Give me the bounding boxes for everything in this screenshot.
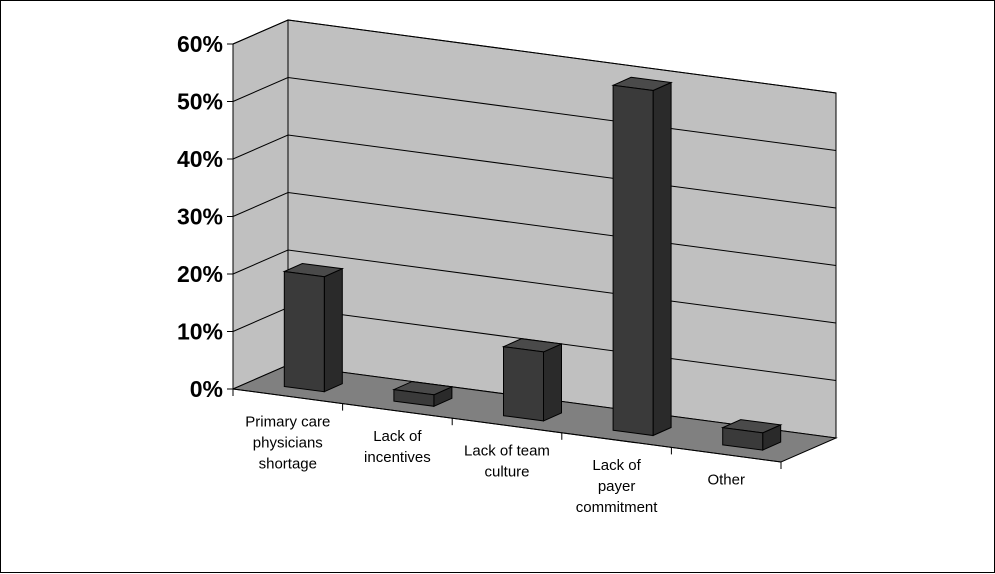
x-axis-ticks: Primary care physicians shortage Lack of inc…: [245, 413, 745, 516]
bar: [501, 338, 564, 422]
bar: [720, 419, 783, 451]
x-tick-label: shortage: [259, 455, 317, 472]
bars: [282, 76, 783, 451]
y-tick-label: 0%: [190, 376, 223, 402]
x-tick-label: Lack of: [373, 428, 422, 445]
x-tick-label: Lack of team: [464, 443, 550, 460]
y-tick-label: 40%: [177, 146, 223, 172]
y-tick-label: 20%: [177, 261, 223, 287]
bar-side: [652, 81, 672, 437]
y-tick-label: 60%: [177, 31, 223, 57]
bar-front: [722, 427, 764, 451]
x-tick-label: physicians: [253, 434, 323, 451]
bar-front: [393, 389, 435, 407]
bar-front: [283, 270, 325, 393]
x-tick-label: payer: [598, 478, 636, 495]
gridline: [232, 19, 837, 94]
bar-side: [323, 267, 343, 393]
y-tick-label: 30%: [177, 204, 223, 230]
x-tick-label: commitment: [576, 499, 659, 516]
bar-side: [543, 343, 562, 422]
axes: [227, 43, 782, 469]
x-tick-label: incentives: [364, 449, 431, 466]
bar: [282, 262, 345, 393]
x-tick-label: Primary care: [245, 413, 330, 430]
bar-front: [503, 346, 544, 422]
y-tick-label: 10%: [177, 319, 223, 345]
bar-front: [612, 84, 654, 437]
y-tick-label: 50%: [177, 89, 223, 115]
bar: [392, 381, 454, 408]
x-tick-label: culture: [484, 464, 529, 481]
y-axis-ticks: 0% 10% 20% 30% 40% 50% 60%: [177, 31, 223, 402]
bar: [611, 76, 673, 437]
x-tick-label: Lack of: [592, 457, 641, 474]
x-axis-line: [232, 388, 782, 463]
x-tick-label: Other: [707, 472, 745, 489]
